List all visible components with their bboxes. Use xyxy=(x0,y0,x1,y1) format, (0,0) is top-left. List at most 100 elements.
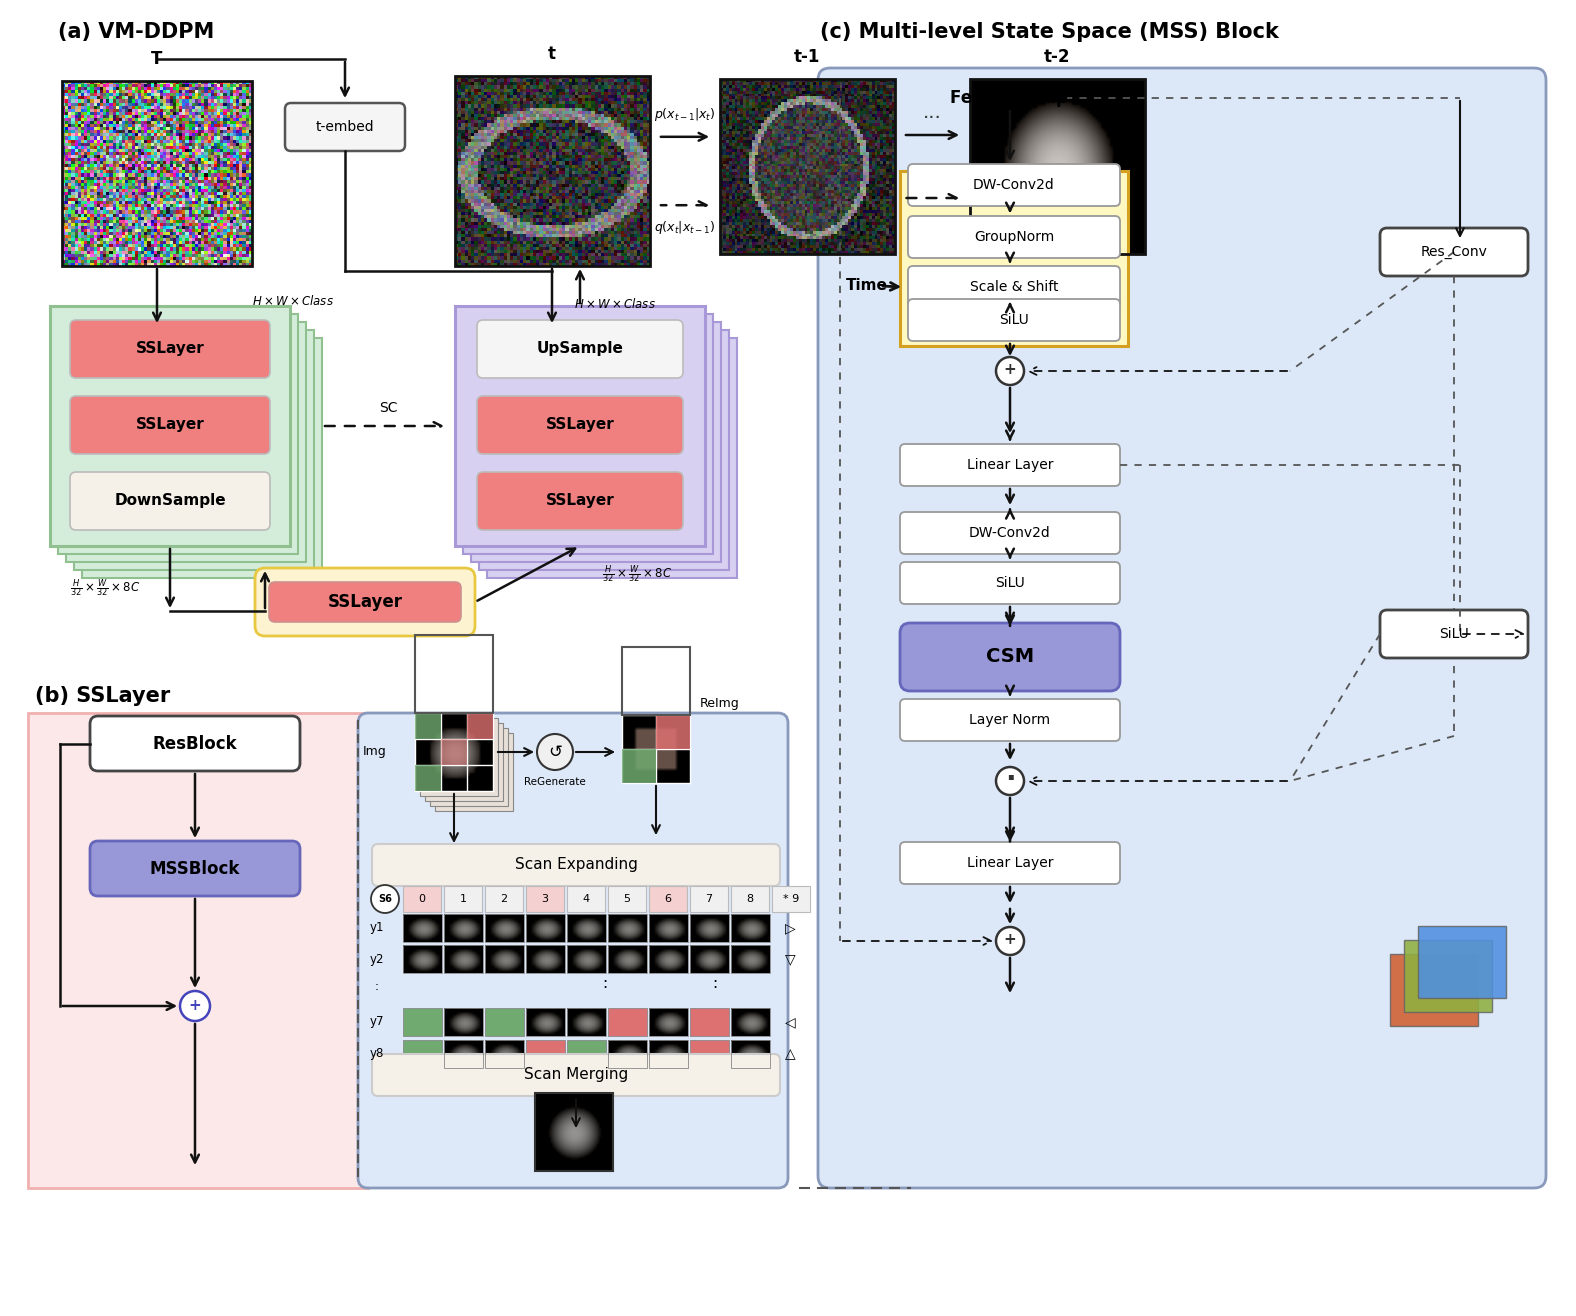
Text: :: : xyxy=(375,980,378,994)
Bar xyxy=(567,915,607,942)
Text: 2: 2 xyxy=(501,894,507,904)
Text: ▽: ▽ xyxy=(785,951,796,966)
Text: SiLU: SiLU xyxy=(994,576,1024,590)
FancyBboxPatch shape xyxy=(69,472,269,530)
FancyBboxPatch shape xyxy=(818,68,1546,1188)
Bar xyxy=(74,330,314,570)
Bar xyxy=(414,713,441,740)
Bar xyxy=(772,886,810,912)
Bar xyxy=(430,728,507,805)
FancyBboxPatch shape xyxy=(90,716,299,771)
FancyBboxPatch shape xyxy=(269,582,462,622)
Text: Linear Layer: Linear Layer xyxy=(966,855,1053,870)
Text: 1: 1 xyxy=(460,894,466,904)
Text: y8: y8 xyxy=(370,1048,385,1061)
Bar xyxy=(656,715,690,749)
Bar xyxy=(1390,954,1478,1026)
Text: Res_Conv: Res_Conv xyxy=(1420,245,1488,259)
Bar xyxy=(1418,926,1507,998)
Bar xyxy=(526,1008,566,1036)
FancyBboxPatch shape xyxy=(69,396,269,454)
Bar xyxy=(608,1008,648,1036)
Bar xyxy=(969,79,1146,254)
Text: $\frac{H}{32} \times \frac{W}{32} \times 8C$: $\frac{H}{32} \times \frac{W}{32} \times… xyxy=(69,578,140,599)
Bar xyxy=(608,915,648,942)
Text: △: △ xyxy=(785,1048,796,1061)
Bar xyxy=(731,886,769,912)
FancyBboxPatch shape xyxy=(908,216,1121,258)
Text: Img: Img xyxy=(362,745,388,758)
FancyBboxPatch shape xyxy=(1381,611,1529,658)
Bar xyxy=(720,79,895,254)
Text: 4: 4 xyxy=(583,894,589,904)
Text: SiLU: SiLU xyxy=(999,313,1029,326)
Text: t-2: t-2 xyxy=(1043,47,1070,66)
Text: Feature Map: Feature Map xyxy=(950,89,1069,107)
Bar xyxy=(534,1094,613,1171)
Text: y1: y1 xyxy=(370,921,385,934)
Circle shape xyxy=(537,734,574,770)
Bar xyxy=(690,886,728,912)
FancyBboxPatch shape xyxy=(255,569,474,636)
Bar xyxy=(649,1008,689,1036)
FancyBboxPatch shape xyxy=(1381,228,1529,276)
Text: ResBlock: ResBlock xyxy=(153,736,238,753)
Text: MSSBlock: MSSBlock xyxy=(150,859,240,878)
Text: Time: Time xyxy=(846,279,887,293)
Bar xyxy=(414,765,441,791)
Text: SSLayer: SSLayer xyxy=(545,494,615,508)
Bar xyxy=(526,945,566,973)
Text: SSLayer: SSLayer xyxy=(545,417,615,433)
Bar xyxy=(649,1040,689,1069)
Text: (c) Multi-level State Space (MSS) Block: (c) Multi-level State Space (MSS) Block xyxy=(820,22,1278,42)
Bar xyxy=(28,713,369,1188)
Text: $\frac{H}{32} \times \frac{W}{32} \times 8C$: $\frac{H}{32} \times \frac{W}{32} \times… xyxy=(602,563,673,584)
Bar xyxy=(526,915,566,942)
Text: DW-Conv2d: DW-Conv2d xyxy=(969,526,1051,540)
Bar xyxy=(1404,940,1492,1012)
Text: y2: y2 xyxy=(370,953,385,966)
Text: $H \times W \times Class$: $H \times W \times Class$ xyxy=(252,293,334,308)
Bar xyxy=(435,733,514,811)
Bar xyxy=(487,338,738,578)
Bar xyxy=(567,886,605,912)
Text: Linear Layer: Linear Layer xyxy=(966,458,1053,472)
Bar xyxy=(649,945,689,973)
Bar xyxy=(485,945,523,973)
Bar xyxy=(444,1008,482,1036)
Bar xyxy=(419,719,498,796)
Bar xyxy=(690,945,730,973)
FancyBboxPatch shape xyxy=(900,443,1121,486)
Text: ↺: ↺ xyxy=(548,744,563,761)
Text: +: + xyxy=(1004,933,1017,948)
Text: * 9: * 9 xyxy=(783,894,799,904)
Text: ·: · xyxy=(1004,765,1015,794)
Bar xyxy=(466,713,493,740)
Text: 3: 3 xyxy=(542,894,548,904)
Circle shape xyxy=(370,884,399,913)
Text: :: : xyxy=(602,976,608,991)
Text: +: + xyxy=(1004,362,1017,378)
FancyBboxPatch shape xyxy=(900,622,1121,691)
Text: SSLayer: SSLayer xyxy=(136,417,205,433)
Bar xyxy=(690,1008,730,1036)
Bar xyxy=(485,1040,523,1069)
Bar xyxy=(731,915,771,942)
FancyBboxPatch shape xyxy=(900,699,1121,741)
Text: ▷: ▷ xyxy=(785,921,796,934)
Bar xyxy=(444,886,482,912)
Text: $q(x_t|x_{t-1})$: $q(x_t|x_{t-1})$ xyxy=(654,218,716,236)
Text: (b) SSLayer: (b) SSLayer xyxy=(35,686,170,705)
Bar xyxy=(690,915,730,942)
Bar xyxy=(50,307,290,546)
Text: 7: 7 xyxy=(706,894,712,904)
Text: T: T xyxy=(151,50,162,68)
Bar xyxy=(623,749,656,783)
FancyBboxPatch shape xyxy=(90,841,299,896)
Bar xyxy=(403,886,441,912)
Text: ...: ... xyxy=(922,104,941,122)
Bar xyxy=(485,1008,523,1036)
Bar xyxy=(526,886,564,912)
FancyBboxPatch shape xyxy=(478,396,682,454)
Bar xyxy=(444,915,482,942)
